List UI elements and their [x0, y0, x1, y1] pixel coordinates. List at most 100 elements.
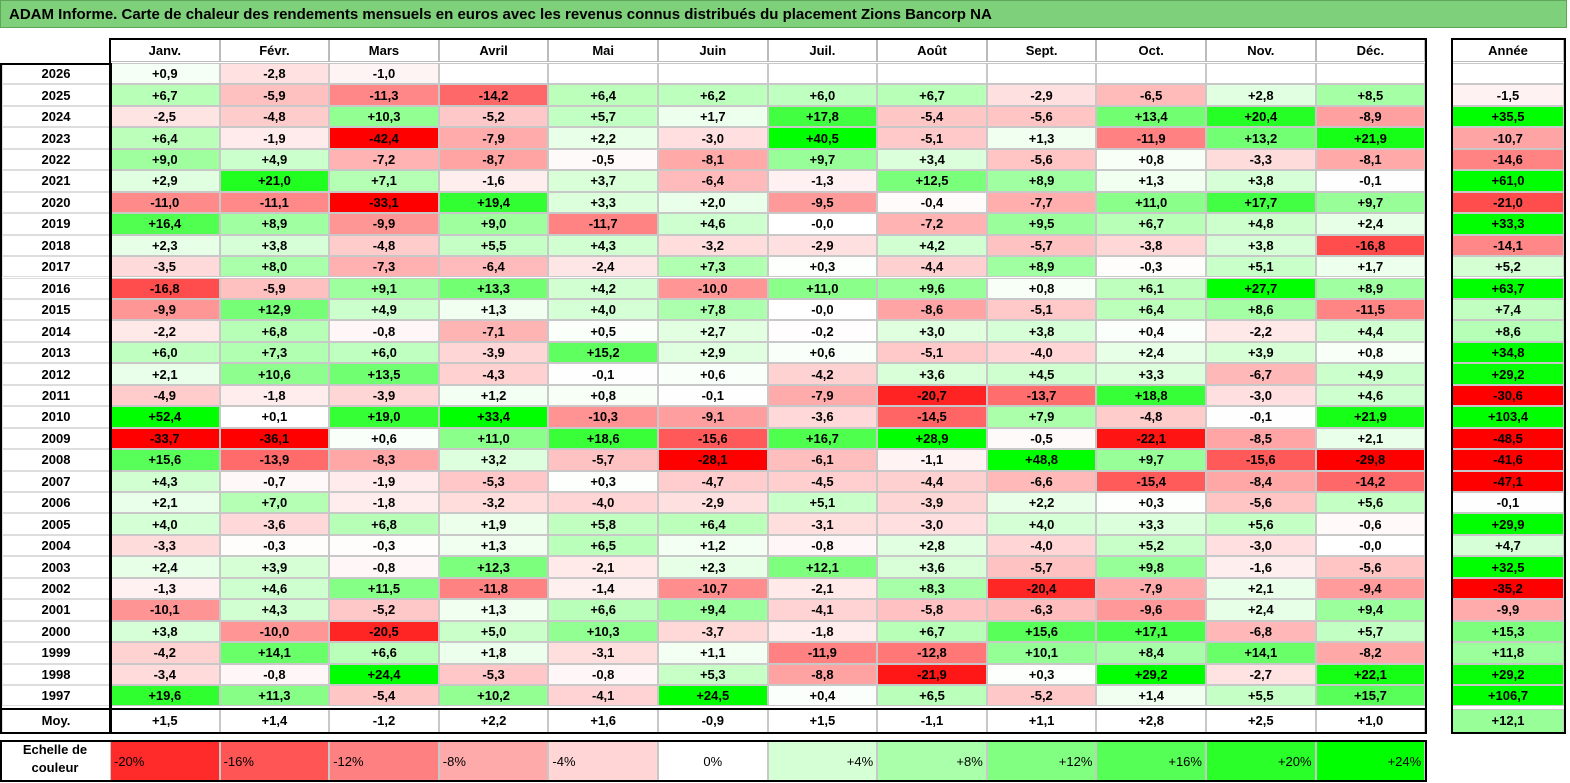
- heatmap-cell: +10,2: [438, 685, 549, 707]
- average-cell: +2,5: [1206, 708, 1316, 733]
- heatmap-cell: -9,9: [110, 298, 220, 321]
- heatmap-cell: -5,2: [986, 685, 1097, 707]
- heatmap-cell: +3,3: [1096, 363, 1206, 385]
- heatmap-cell: +6,8: [329, 513, 439, 535]
- heatmap-cell: +18,8: [1096, 384, 1206, 407]
- year-total-cell: -1,5: [1452, 84, 1564, 106]
- heatmap-cell: +7,9: [986, 406, 1097, 428]
- heatmap-cell: +4,3: [548, 234, 658, 257]
- heatmap-cell: +5,2: [1096, 534, 1206, 557]
- heatmap-cell: -0,7: [219, 470, 330, 492]
- heatmap-cell: +6,7: [877, 84, 987, 106]
- heatmap-cell: -6,1: [767, 449, 878, 471]
- heatmap-cell: +0,3: [986, 663, 1097, 686]
- column-header: Déc.: [1315, 38, 1426, 62]
- heatmap-cell: +0,3: [1096, 492, 1206, 514]
- row-label: 2024: [2, 105, 110, 128]
- year-total-cell: +29,2: [1452, 663, 1564, 686]
- year-total-cell: +8,6: [1452, 320, 1564, 342]
- heatmap-cell: +2,1: [110, 363, 220, 385]
- heatmap-cell: -2,2: [1206, 320, 1316, 342]
- year-total-cell: -10,7: [1452, 127, 1564, 149]
- heatmap-cell: -11,8: [438, 577, 549, 600]
- heatmap-cell: -6,7: [1206, 363, 1316, 385]
- heatmap-cell: +1,3: [986, 127, 1097, 149]
- heatmap-cell: -5,4: [329, 685, 439, 707]
- heatmap-cell: +12,5: [877, 170, 987, 192]
- heatmap-cell: [1096, 63, 1206, 85]
- column-header: Avril: [438, 38, 549, 62]
- heatmap-cell: +15,6: [110, 449, 220, 471]
- heatmap-cell: +6,1: [1096, 277, 1206, 299]
- row-label: 2012: [2, 363, 110, 385]
- heatmap-cell: -5,6: [986, 148, 1097, 171]
- heatmap-cell: -1,3: [767, 170, 878, 192]
- heatmap-cell: +2,3: [110, 234, 220, 257]
- heatmap-cell: -22,1: [1096, 427, 1206, 450]
- heatmap-cell: +3,7: [548, 170, 658, 192]
- heatmap-cell: -5,3: [438, 470, 549, 492]
- column-header: Nov.: [1206, 38, 1316, 62]
- heatmap-cell: -5,9: [219, 277, 330, 299]
- heatmap-cell: -5,2: [438, 105, 549, 128]
- color-scale-stop: +12%: [986, 741, 1097, 781]
- heatmap-cell: [1206, 63, 1316, 85]
- row-label: 2009: [2, 427, 110, 450]
- heatmap-cell: -0,8: [767, 534, 878, 557]
- average-cell: -0,9: [658, 708, 768, 733]
- heatmap-cell: -1,1: [877, 449, 987, 471]
- column-header: Févr.: [219, 38, 330, 62]
- heatmap-cell: +3,6: [877, 363, 987, 385]
- heatmap-cell: +6,7: [1096, 213, 1206, 235]
- heatmap-cell: +8,9: [986, 170, 1097, 192]
- year-total-cell: +15,3: [1452, 620, 1564, 643]
- heatmap-cell: +29,2: [1096, 663, 1206, 686]
- heatmap-cell: -8,7: [438, 148, 549, 171]
- heatmap-cell: +1,3: [438, 534, 549, 557]
- row-label: 2011: [2, 384, 110, 407]
- heatmap-cell: -7,3: [329, 256, 439, 278]
- color-scale-stop: +8%: [877, 741, 987, 781]
- row-label: 2019: [2, 213, 110, 235]
- row-label: 2008: [2, 449, 110, 471]
- heatmap-cell: -3,9: [329, 384, 439, 407]
- heatmap-cell: -0,0: [1315, 534, 1426, 557]
- heatmap-cell: +9,7: [1096, 449, 1206, 471]
- year-total-cell: +103,4: [1452, 406, 1564, 428]
- heatmap-cell: -0,1: [548, 363, 658, 385]
- heatmap-cell: -9,6: [1096, 599, 1206, 621]
- heatmap-cell: -8,6: [877, 298, 987, 321]
- heatmap-cell: -5,2: [329, 599, 439, 621]
- row-label: 1999: [2, 642, 110, 664]
- heatmap-cell: +10,1: [986, 642, 1097, 664]
- heatmap-cell: +8,0: [219, 256, 330, 278]
- heatmap-cell: -1,6: [438, 170, 549, 192]
- heatmap-cell: +2,8: [1206, 84, 1316, 106]
- row-label: 2023: [2, 127, 110, 149]
- heatmap-cell: +9,4: [1315, 599, 1426, 621]
- heatmap-cell: +8,4: [1096, 642, 1206, 664]
- heatmap-cell: +9,6: [877, 277, 987, 299]
- heatmap-cell: +6,4: [658, 513, 768, 535]
- heatmap-cell: -11,0: [110, 191, 220, 214]
- heatmap-cell: -5,1: [877, 341, 987, 364]
- heatmap-cell: -1,6: [1206, 556, 1316, 578]
- heatmap-cell: -14,2: [438, 84, 549, 106]
- heatmap-cell: -8,5: [1206, 427, 1316, 450]
- heatmap-cell: +6,4: [110, 127, 220, 149]
- heatmap-cell: -20,4: [986, 577, 1097, 600]
- heatmap-cell: [548, 63, 658, 85]
- heatmap-cell: -6,6: [986, 470, 1097, 492]
- heatmap-cell: +0,4: [1096, 320, 1206, 342]
- heatmap-cell: -8,1: [658, 148, 768, 171]
- heatmap-cell: +11,5: [329, 577, 439, 600]
- heatmap-cell: [438, 63, 549, 85]
- heatmap-cell: +2,1: [1206, 577, 1316, 600]
- heatmap-cell: -4,8: [1096, 406, 1206, 428]
- heatmap-cell: -7,9: [1096, 577, 1206, 600]
- heatmap-cell: -5,9: [219, 84, 330, 106]
- heatmap-cell: -5,1: [877, 127, 987, 149]
- heatmap-cell: -5,7: [548, 449, 658, 471]
- heatmap-cell: +1,3: [438, 599, 549, 621]
